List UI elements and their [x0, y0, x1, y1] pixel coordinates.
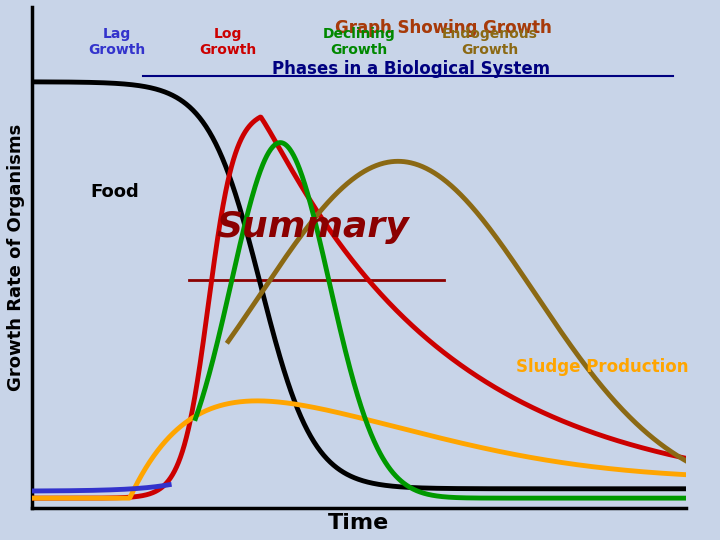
X-axis label: Time: Time	[328, 513, 390, 533]
Text: Endogenous
Growth: Endogenous Growth	[441, 27, 537, 57]
Text: Lag
Growth: Lag Growth	[89, 27, 145, 57]
Text: Log
Growth: Log Growth	[199, 27, 256, 57]
Y-axis label: Growth Rate of Organisms: Growth Rate of Organisms	[7, 124, 25, 391]
Text: Phases in a Biological System: Phases in a Biological System	[272, 59, 550, 78]
Text: Food: Food	[91, 183, 140, 201]
Text: Graph Showing Growth: Graph Showing Growth	[336, 19, 552, 37]
Text: Summary: Summary	[217, 210, 410, 244]
Text: Sludge Production: Sludge Production	[516, 359, 688, 376]
Text: Graph Showing Growth: Graph Showing Growth	[336, 19, 552, 37]
Text: Declining
Growth: Declining Growth	[323, 27, 395, 57]
